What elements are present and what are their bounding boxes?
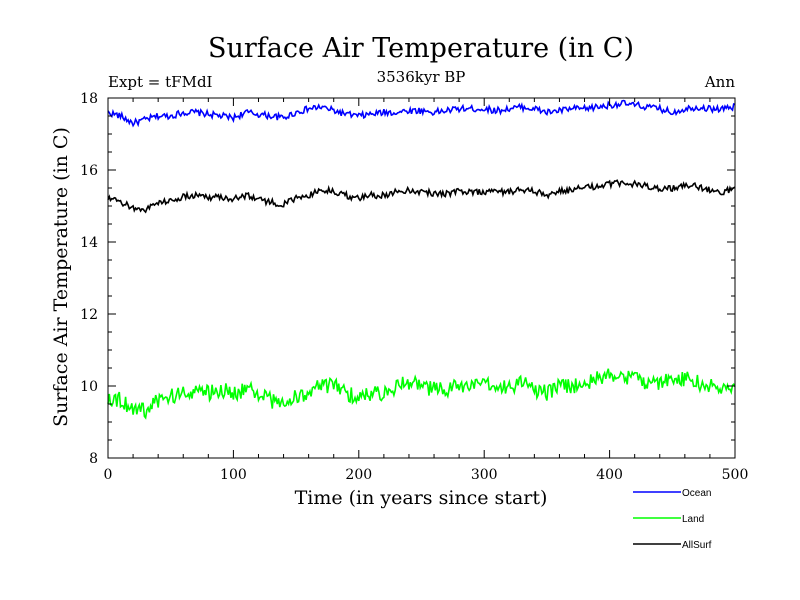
axes: 0 100 200 300 400 500 8 10 12 14 16 18	[80, 91, 748, 483]
x-tick-label: 100	[220, 467, 247, 483]
experiment-label: Expt = tFMdI	[108, 73, 213, 91]
x-tick-label: 300	[471, 467, 498, 483]
series-line-land	[107, 368, 736, 420]
legend-label-ocean: Ocean	[682, 488, 711, 499]
legend: Ocean Land AllSurf	[633, 488, 712, 551]
series-line-ocean	[107, 99, 736, 128]
series-layer	[107, 99, 736, 420]
y-tick-label: 12	[80, 307, 98, 323]
x-axis-label: Time (in years since start)	[295, 487, 548, 509]
legend-label-allsurf: AllSurf	[682, 540, 712, 551]
y-tick-label: 8	[89, 451, 98, 467]
x-tick-label: 400	[596, 467, 623, 483]
y-tick-label: 14	[80, 235, 98, 251]
x-tick-label: 500	[722, 467, 749, 483]
x-tick-label: 200	[345, 467, 372, 483]
y-axis-label: Surface Air Temperature (in C)	[50, 127, 72, 427]
y-tick-label: 18	[80, 91, 98, 107]
plot-frame	[107, 97, 736, 459]
legend-label-land: Land	[682, 514, 704, 525]
x-tick-label: 0	[104, 467, 113, 483]
y-tick-label: 10	[80, 379, 98, 395]
chart-title: Surface Air Temperature (in C)	[208, 33, 634, 64]
y-tick-label: 16	[80, 163, 98, 179]
series-line-allsurf	[107, 179, 736, 214]
chart-subtitle: 3536kyr BP	[377, 68, 466, 86]
period-label: Ann	[704, 73, 735, 91]
